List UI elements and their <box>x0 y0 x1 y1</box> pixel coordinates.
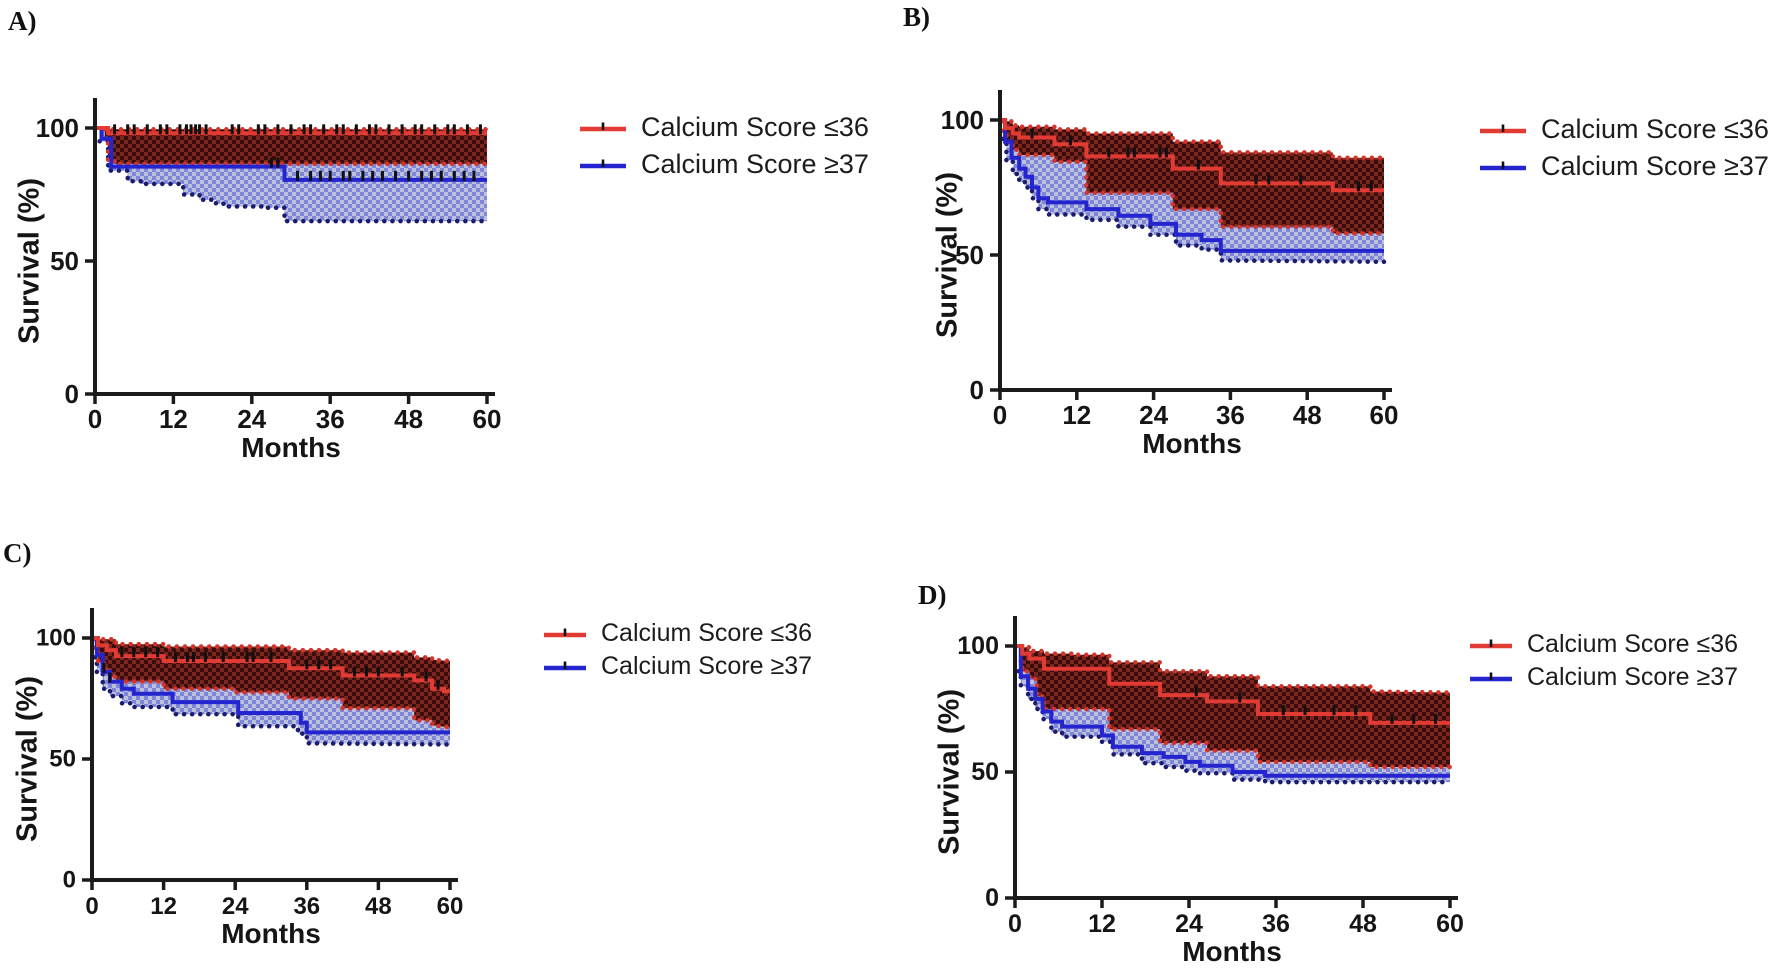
svg-text:100: 100 <box>36 625 76 652</box>
legend-item-high-score: Calcium Score ≥37 <box>1478 148 1769 185</box>
legend-label: Calcium Score ≤36 <box>1527 630 1739 658</box>
km-plot-a: 0 50 100 0 12 24 36 48 60 <box>36 98 502 434</box>
svg-text:36: 36 <box>316 404 345 434</box>
svg-text:12: 12 <box>1062 400 1091 430</box>
panel-a-legend: Calcium Score ≤36 Calcium Score ≥37 <box>578 109 869 183</box>
svg-text:60: 60 <box>1436 910 1464 938</box>
km-red-line-marker-icon <box>1480 124 1526 133</box>
svg-text:48: 48 <box>1349 910 1377 938</box>
panel-b-y-axis-title: Survival (%) <box>931 172 964 338</box>
panel-c-y-axis-title: Survival (%) <box>11 676 44 842</box>
svg-text:60: 60 <box>437 893 464 920</box>
panel-c-letter: C) <box>3 538 32 568</box>
panel-d: 0 50 100 0 12 24 36 48 60 D) Survival (%) Months… <box>890 520 1772 971</box>
km-plot-b: 0 50 100 0 12 24 36 48 60 <box>941 90 1399 430</box>
svg-text:0: 0 <box>88 404 102 434</box>
panel-d-legend: Calcium Score ≤36 Calcium Score ≥37 <box>1468 628 1738 694</box>
legend-item-low-score: Calcium Score ≤36 <box>1468 628 1738 661</box>
svg-text:36: 36 <box>1216 400 1245 430</box>
svg-text:36: 36 <box>1262 910 1290 938</box>
legend-label: Calcium Score ≥37 <box>1541 151 1769 181</box>
svg-text:50: 50 <box>49 746 76 773</box>
km-red-line-marker-icon <box>1470 639 1512 648</box>
svg-text:60: 60 <box>473 404 502 434</box>
km-blue-line-marker-icon <box>1480 161 1526 170</box>
panel-b-legend: Calcium Score ≤36 Calcium Score ≥37 <box>1478 111 1769 185</box>
svg-text:48: 48 <box>365 893 392 920</box>
svg-text:0: 0 <box>1008 910 1022 938</box>
panel-c-x-axis-title: Months <box>221 918 321 949</box>
svg-text:12: 12 <box>1088 910 1116 938</box>
km-plot-c: 0 50 100 0 12 24 36 48 60 <box>36 608 464 920</box>
svg-text:24: 24 <box>237 404 266 434</box>
km-blue-line-marker-icon <box>580 159 626 168</box>
svg-text:24: 24 <box>1139 400 1168 430</box>
svg-text:50: 50 <box>955 240 984 270</box>
svg-text:0: 0 <box>63 867 76 894</box>
km-red-line-marker-icon <box>544 628 586 637</box>
panel-d-x-axis-title: Months <box>1182 936 1282 967</box>
legend-item-high-score: Calcium Score ≥37 <box>542 650 812 683</box>
svg-text:100: 100 <box>941 105 984 135</box>
svg-text:36: 36 <box>293 893 320 920</box>
legend-item-low-score: Calcium Score ≤36 <box>578 109 869 146</box>
legend-label: Calcium Score ≥37 <box>641 149 869 179</box>
panel-c-legend: Calcium Score ≤36 Calcium Score ≥37 <box>542 617 812 683</box>
legend-item-low-score: Calcium Score ≤36 <box>1478 111 1769 148</box>
km-blue-line-marker-icon <box>544 661 586 670</box>
panel-a-y-axis-title: Survival (%) <box>13 178 46 344</box>
panel-b: 0 50 100 0 12 24 36 48 60 B) Survival (%) Months… <box>890 0 1772 478</box>
svg-text:100: 100 <box>957 632 999 660</box>
legend-label: Calcium Score ≤36 <box>641 112 869 142</box>
svg-text:0: 0 <box>993 400 1007 430</box>
km-blue-line-marker-icon <box>1470 672 1512 681</box>
panel-a: 0 50 100 0 12 24 36 48 60 A) Survival (%) Months… <box>0 0 880 478</box>
legend-label: Calcium Score ≥37 <box>601 652 813 680</box>
legend-label: Calcium Score ≤36 <box>601 619 813 647</box>
svg-text:0: 0 <box>985 884 999 912</box>
km-red-line-marker-icon <box>580 122 626 131</box>
panel-c: 0 50 100 0 12 24 36 48 60 C) Survival (%) Months… <box>0 520 880 971</box>
svg-text:50: 50 <box>50 246 79 276</box>
legend-item-high-score: Calcium Score ≥37 <box>1468 661 1738 694</box>
panel-d-y-axis-title: Survival (%) <box>933 689 966 855</box>
legend-item-low-score: Calcium Score ≤36 <box>542 617 812 650</box>
panel-d-letter: D) <box>918 580 947 610</box>
svg-text:100: 100 <box>36 113 79 143</box>
svg-text:0: 0 <box>85 893 98 920</box>
panel-b-x-axis-title: Months <box>1142 428 1242 459</box>
legend-label: Calcium Score ≥37 <box>1527 663 1739 691</box>
svg-text:24: 24 <box>222 893 249 920</box>
panel-b-letter: B) <box>903 2 930 32</box>
svg-text:0: 0 <box>65 379 79 409</box>
svg-text:24: 24 <box>1175 910 1203 938</box>
svg-text:60: 60 <box>1370 400 1399 430</box>
svg-text:48: 48 <box>1293 400 1322 430</box>
svg-text:12: 12 <box>159 404 188 434</box>
legend-item-high-score: Calcium Score ≥37 <box>578 146 869 183</box>
svg-text:12: 12 <box>150 893 177 920</box>
legend-label: Calcium Score ≤36 <box>1541 114 1769 144</box>
panel-a-letter: A) <box>8 6 37 36</box>
panel-a-x-axis-title: Months <box>241 432 341 463</box>
svg-text:0: 0 <box>970 375 984 405</box>
svg-text:50: 50 <box>971 758 999 786</box>
km-plot-d: 0 50 100 0 12 24 36 48 60 <box>957 616 1464 938</box>
svg-text:48: 48 <box>394 404 423 434</box>
